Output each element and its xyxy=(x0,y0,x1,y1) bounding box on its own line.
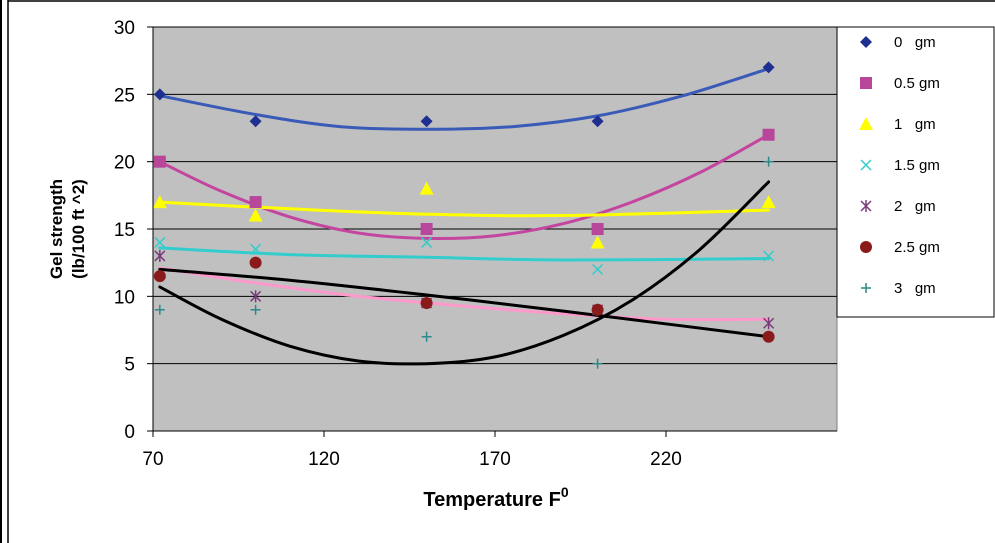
trendline-series-4 xyxy=(158,266,771,322)
trendline-series-5 xyxy=(158,267,771,339)
y-tick-label: 5 xyxy=(124,355,135,376)
legend-marker-3 xyxy=(860,159,872,171)
y-axis-ticks: 0 5 10 15 20 25 30 xyxy=(114,18,153,443)
data-point-series-3 xyxy=(250,243,262,255)
data-point-series-6 xyxy=(763,156,774,167)
y-axis-title-line1: Gel strength xyxy=(47,179,66,279)
data-point-series-0 xyxy=(420,115,433,128)
data-point-series-3 xyxy=(763,250,775,262)
data-point-series-6 xyxy=(250,304,261,315)
x-tick-label: 220 xyxy=(650,449,682,470)
legend-label-1: 0.5 gm xyxy=(894,75,940,92)
data-point-series-5 xyxy=(153,270,166,283)
data-point-series-0 xyxy=(762,61,775,74)
legend-label-4: 2 gm xyxy=(894,198,936,215)
data-point-series-2 xyxy=(419,181,434,195)
legend-box xyxy=(836,26,995,318)
data-point-series-3 xyxy=(421,236,433,248)
data-point-series-2 xyxy=(590,235,605,249)
y-tick-label: 20 xyxy=(114,153,135,174)
y-tick-label: 25 xyxy=(114,85,135,106)
x-tick-label: 170 xyxy=(479,449,511,470)
data-point-series-3 xyxy=(154,236,166,248)
y-tick-label: 30 xyxy=(114,18,135,39)
x-axis-ticks: 70 120 170 220 xyxy=(142,431,682,470)
x-tick-label: 70 xyxy=(142,449,163,470)
data-point-series-6 xyxy=(154,304,165,315)
x-axis-title: Temperature F0 xyxy=(423,484,568,511)
data-point-series-0 xyxy=(591,115,604,128)
legend-marker-1 xyxy=(860,77,872,89)
data-point-series-5 xyxy=(591,303,604,316)
legend-marker-5 xyxy=(860,241,872,253)
data-point-series-6 xyxy=(592,358,603,369)
data-point-series-2 xyxy=(248,208,263,222)
trendline-series-0 xyxy=(158,67,771,131)
data-point-series-3 xyxy=(592,263,604,275)
legend-marker-0 xyxy=(860,36,872,48)
data-point-series-1 xyxy=(762,128,775,141)
data-point-series-4 xyxy=(154,249,166,262)
y-tick-label: 10 xyxy=(114,287,135,308)
y-axis-title: Gel strength (lb/100 ft ^2) xyxy=(47,179,88,279)
data-point-series-5 xyxy=(249,256,262,269)
data-point-series-2 xyxy=(152,195,167,209)
legend-label-6: 3 gm xyxy=(894,280,936,297)
legend-label-2: 1 gm xyxy=(894,116,936,133)
data-point-series-0 xyxy=(153,88,166,101)
legend: 0 gm 0.5 gm 1 gm 1.5 gm 2 gm 2.5 gm 3 gm xyxy=(859,34,940,297)
x-axis-title-superscript: 0 xyxy=(561,484,569,500)
data-point-series-6 xyxy=(421,331,432,342)
y-axis-title-line2: (lb/100 ft ^2) xyxy=(69,179,88,279)
data-point-series-1 xyxy=(420,223,433,235)
legend-label-0: 0 gm xyxy=(894,34,936,51)
legend-marker-4 xyxy=(860,200,872,212)
data-point-series-0 xyxy=(249,115,262,128)
data-point-series-1 xyxy=(249,196,262,209)
data-point-series-4 xyxy=(763,317,775,330)
x-axis-title-text: Temperature F xyxy=(423,489,560,511)
data-point-series-5 xyxy=(762,330,775,343)
y-tick-label: 15 xyxy=(114,220,135,241)
data-point-series-1 xyxy=(591,223,604,235)
trendline-series-6 xyxy=(158,180,771,366)
legend-label-5: 2.5 gm xyxy=(894,239,940,256)
legend-label-3: 1.5 gm xyxy=(894,157,940,174)
data-point-series-1 xyxy=(153,155,166,168)
data-markers xyxy=(152,61,776,369)
legend-marker-6 xyxy=(861,283,871,293)
x-tick-label: 120 xyxy=(308,449,340,470)
legend-marker-2 xyxy=(859,117,873,130)
data-point-series-4 xyxy=(250,290,262,303)
y-tick-label: 0 xyxy=(124,422,135,443)
data-point-series-2 xyxy=(761,195,776,209)
data-point-series-5 xyxy=(420,297,433,310)
